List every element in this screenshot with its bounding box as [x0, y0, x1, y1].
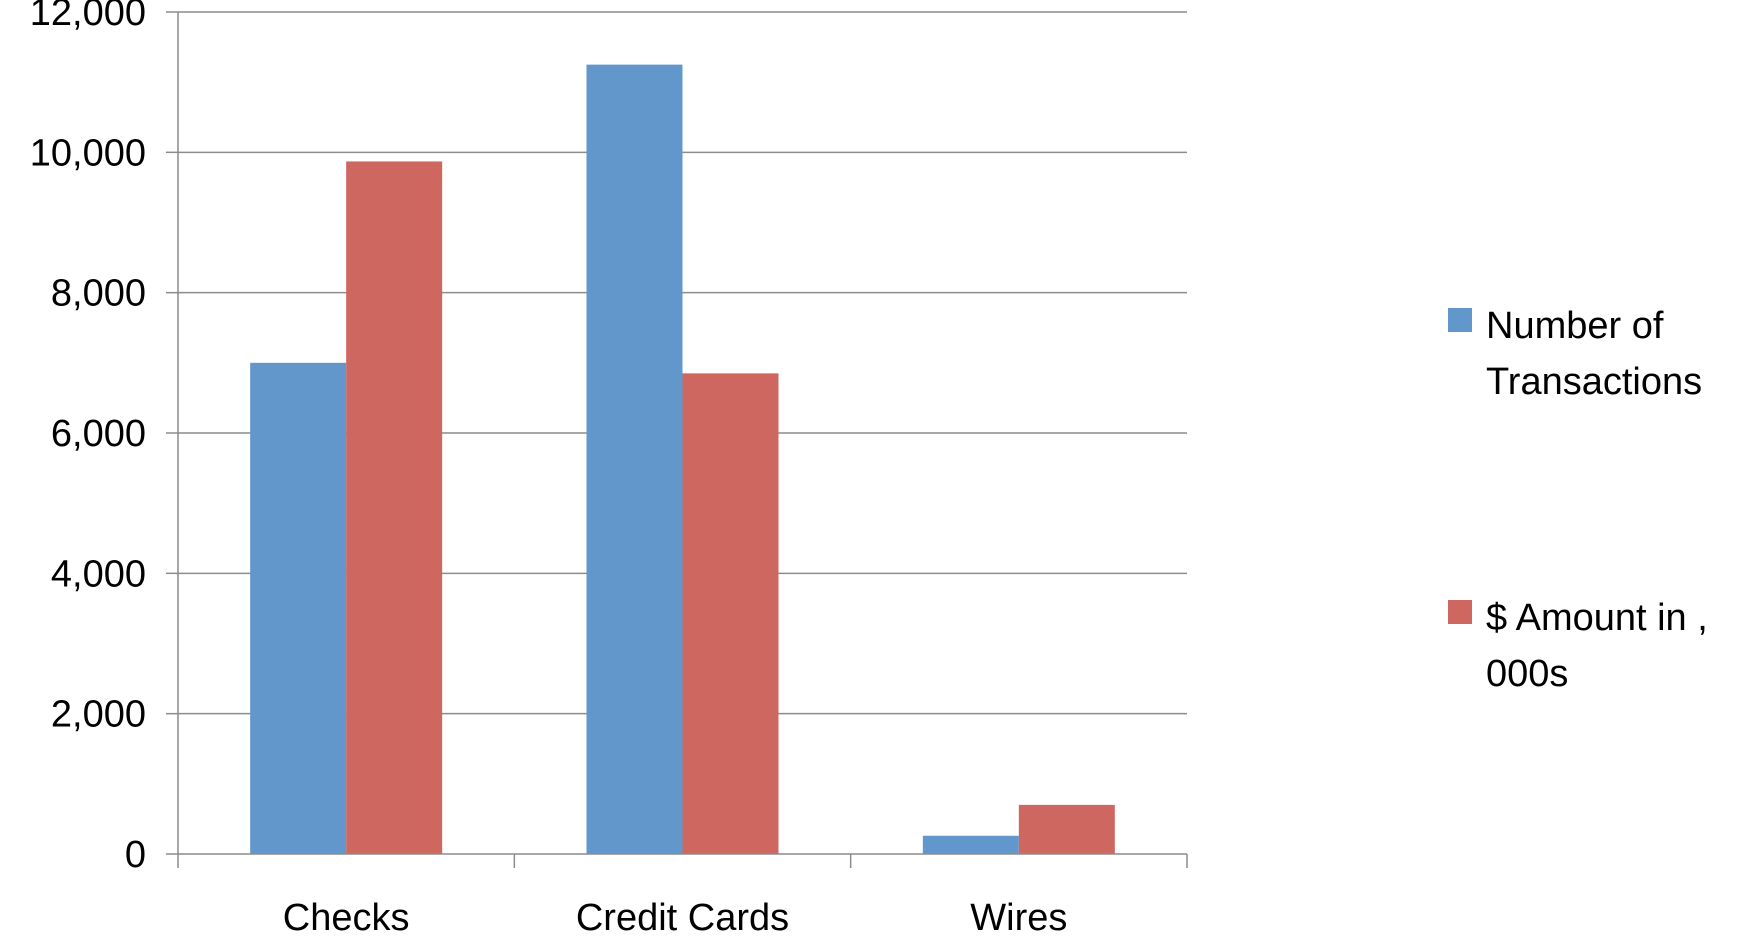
y-tick-label: 10,000	[30, 132, 146, 174]
legend-label: Number of	[1486, 305, 1664, 347]
legend-swatch	[1448, 308, 1472, 332]
legend: Number of Transactions $ Amount in , 000s	[1448, 305, 1708, 695]
y-tick-label: 8,000	[51, 273, 146, 315]
bars	[250, 64, 1115, 854]
legend-label: $ Amount in ,	[1486, 597, 1708, 639]
y-tick-label: 0	[125, 834, 146, 876]
y-tick-label: 12,000	[30, 0, 146, 34]
y-tick-label: 4,000	[51, 553, 146, 595]
bar-credit-cards-series-2	[682, 373, 779, 854]
legend-label: 000s	[1486, 653, 1568, 695]
x-category-label: Credit Cards	[576, 897, 789, 937]
bar-wires-series-2	[1018, 804, 1115, 854]
bar-checks-series-2	[346, 161, 443, 854]
y-axis-ticks: 0 2,000 4,000 6,000 8,000 10,000 12,000	[30, 0, 146, 876]
axes	[166, 11, 1188, 868]
y-tick-label: 2,000	[51, 694, 146, 736]
legend-label: Transactions	[1486, 361, 1702, 403]
x-category-label: Checks	[283, 897, 410, 937]
y-tick-label: 6,000	[51, 413, 146, 455]
x-axis-categories: Checks Credit Cards Wires	[283, 897, 1068, 937]
bar-checks-series-1	[250, 362, 347, 854]
legend-swatch	[1448, 600, 1472, 624]
x-category-label: Wires	[970, 897, 1067, 937]
bar-wires-series-1	[922, 835, 1019, 854]
bar-credit-cards-series-1	[586, 64, 683, 854]
